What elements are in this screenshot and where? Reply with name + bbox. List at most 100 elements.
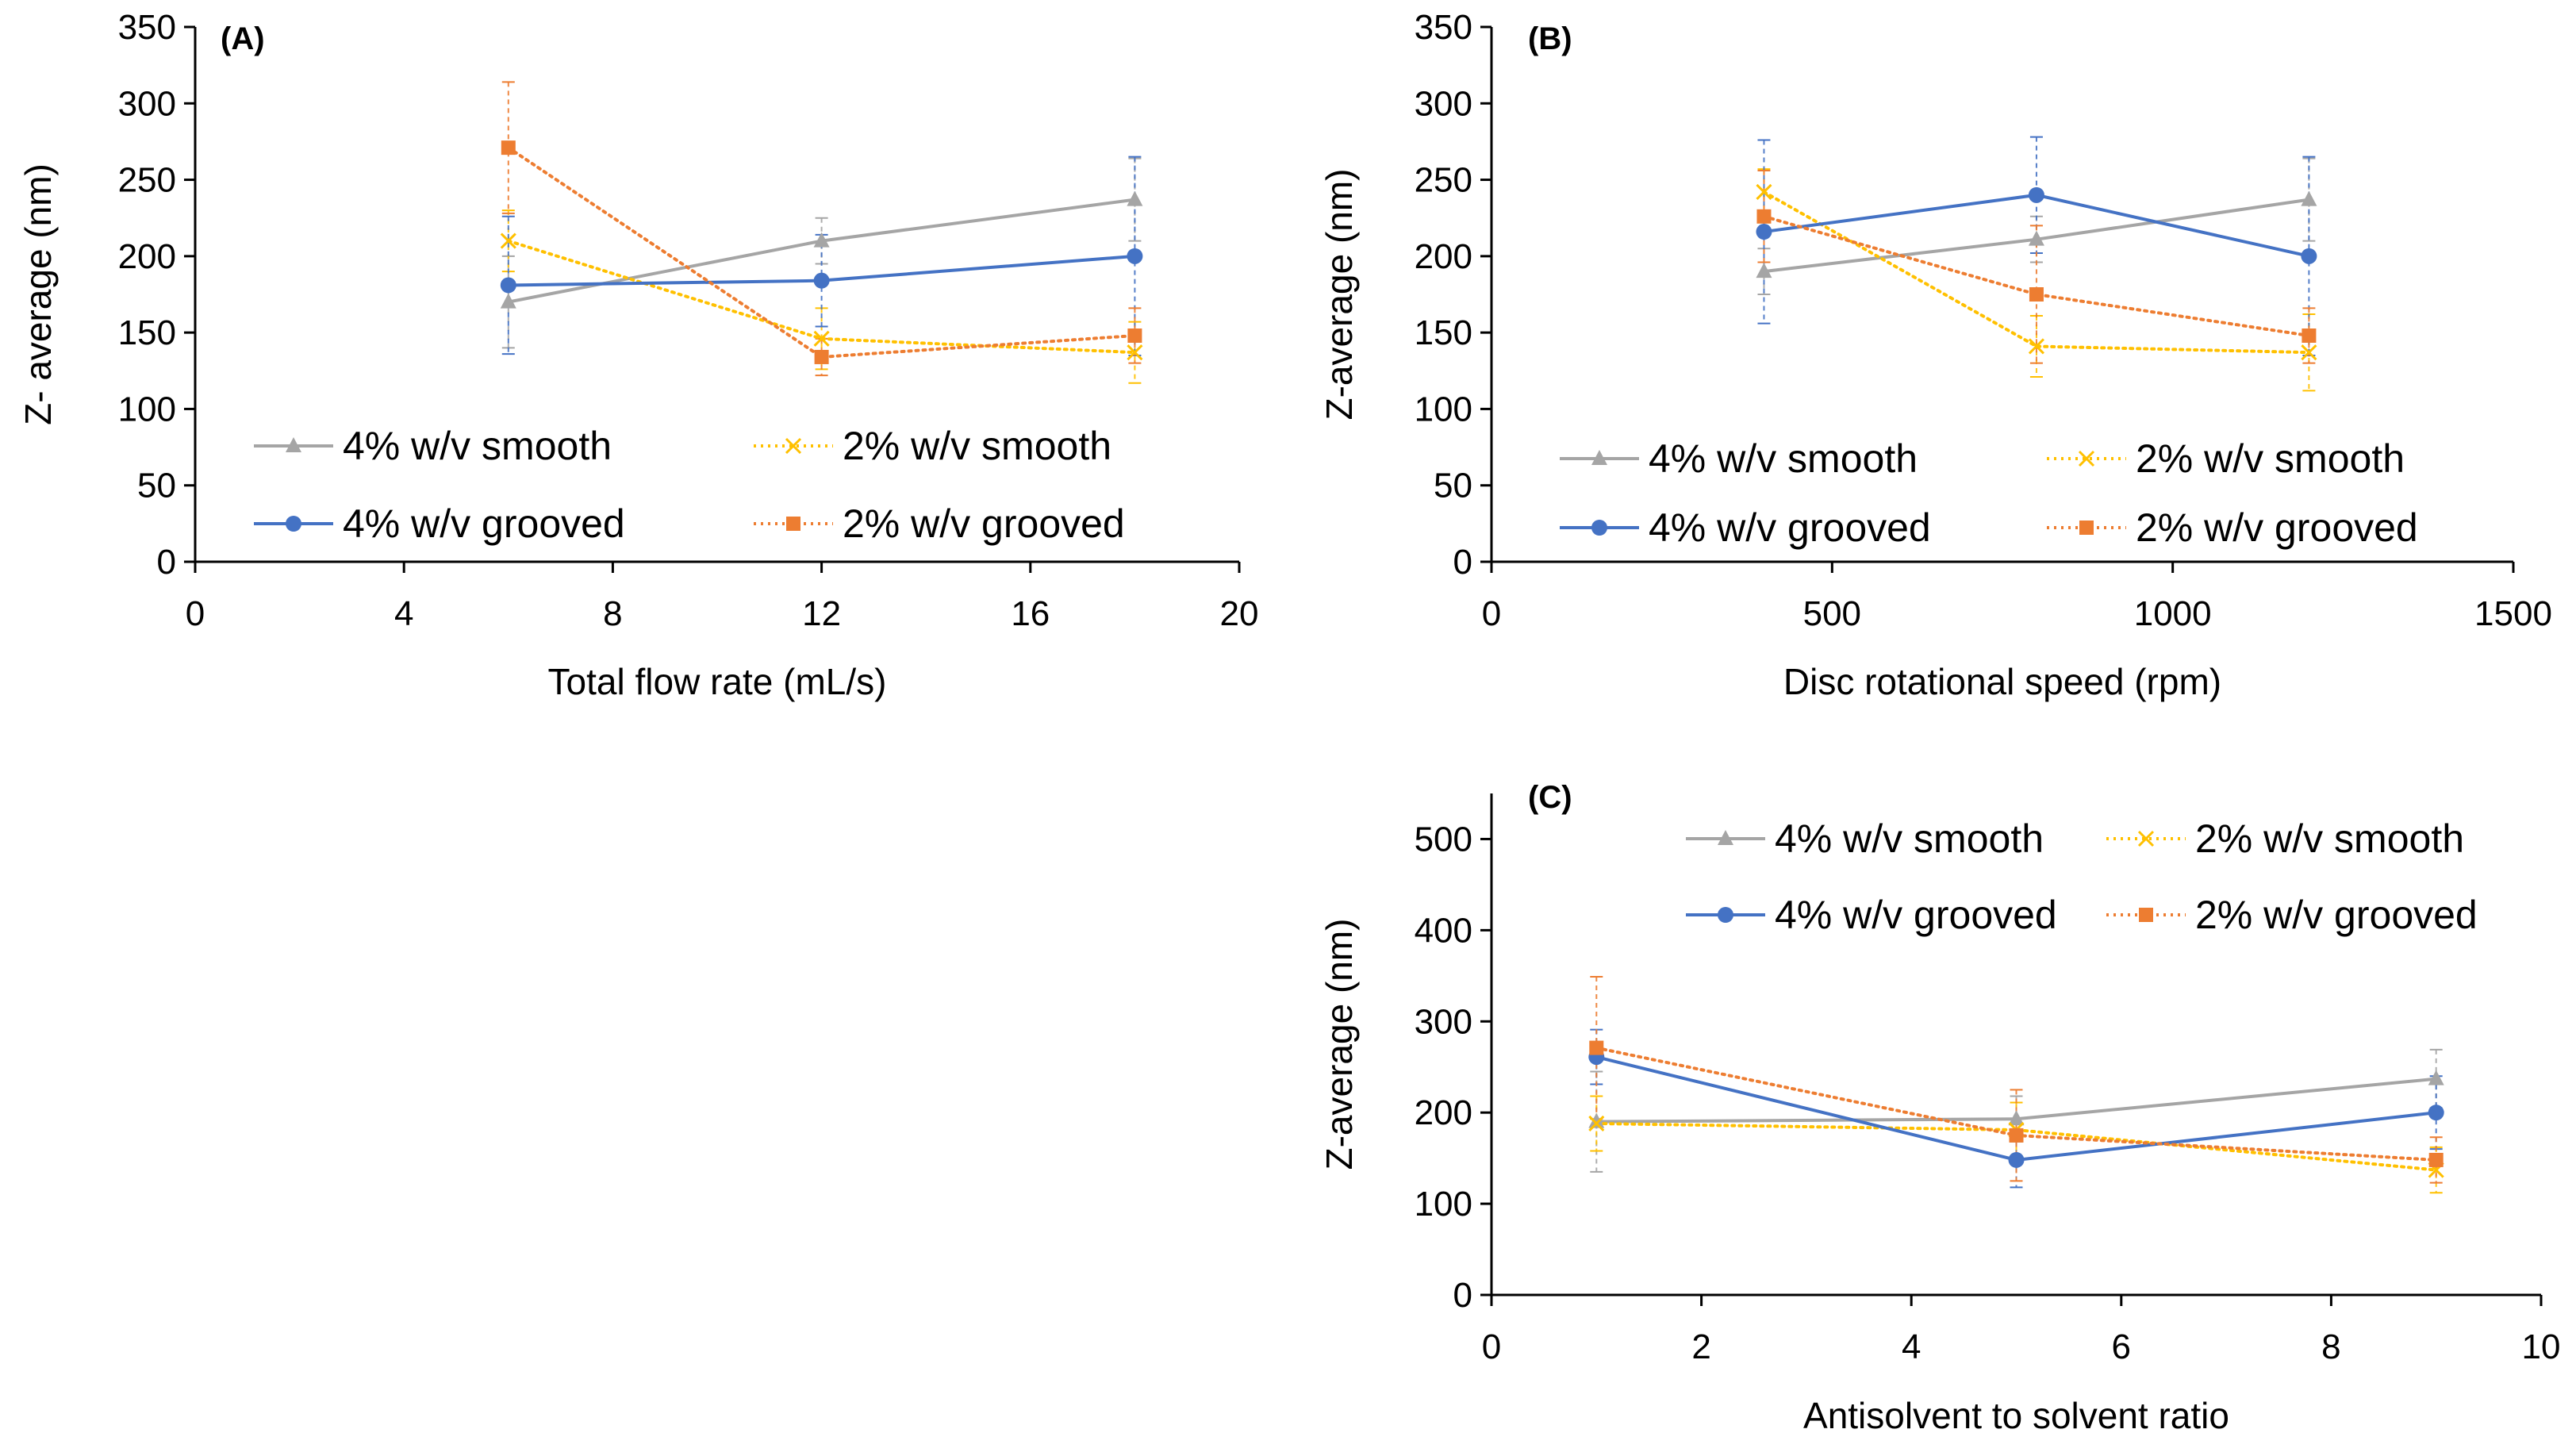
y-tick-label: 150 <box>118 313 176 352</box>
y-tick-label: 50 <box>1434 467 1472 505</box>
legend-entry: 2% w/v smooth <box>754 424 1111 468</box>
panel-label: (B) <box>1528 21 1572 56</box>
legend-entry: 2% w/v smooth <box>2047 436 2405 481</box>
panel-label: (A) <box>221 21 265 56</box>
triangle-marker <box>2428 1070 2444 1085</box>
y-tick-label: 200 <box>1415 237 1472 276</box>
square-marker <box>2302 328 2317 343</box>
legend-label: 2% w/v grooved <box>2195 893 2478 937</box>
x-tick-label: 16 <box>1011 594 1050 633</box>
y-tick-label: 300 <box>118 84 176 123</box>
triangle-marker <box>286 437 301 452</box>
square-marker <box>2428 1152 2444 1167</box>
triangle-marker <box>1127 190 1143 206</box>
legend-entry: 2% w/v smooth <box>2106 816 2464 861</box>
square-marker <box>501 140 516 156</box>
square-marker <box>2079 521 2094 535</box>
circle-marker <box>813 272 830 289</box>
y-tick-label: 50 <box>137 467 176 505</box>
y-tick-label: 250 <box>118 161 176 200</box>
chart-panel-2: 0 100 200 300 400 500 0 2 4 6 8 10 Antisolvent to so… <box>1319 780 2560 1436</box>
legend-label: 2% w/v smooth <box>2136 436 2405 481</box>
square-marker <box>786 517 800 531</box>
y-axis-title: Z- average (nm) <box>17 163 59 425</box>
y-tick-label: 0 <box>157 543 176 582</box>
legend-label: 4% w/v smooth <box>1775 816 2044 861</box>
y-axis-title: Z-average (nm) <box>1319 169 1360 421</box>
circle-marker <box>1756 224 1772 240</box>
x-marker <box>1127 344 1143 361</box>
square-marker <box>2139 908 2153 922</box>
x-tick-label: 1500 <box>2474 594 2552 633</box>
x-tick-label: 20 <box>1220 594 1259 633</box>
x-marker <box>2078 450 2095 467</box>
x-tick-label: 8 <box>603 594 622 633</box>
x-axis-title: Total flow rate (mL/s) <box>548 661 887 702</box>
y-tick-label: 0 <box>1453 543 1472 582</box>
series-line <box>1762 214 2311 337</box>
panel-label: (C) <box>1528 780 1572 815</box>
y-tick-label: 100 <box>1415 390 1472 428</box>
y-tick-label: 100 <box>118 390 176 428</box>
triangle-marker <box>2008 1110 2025 1126</box>
legend-label: 4% w/v smooth <box>343 424 612 468</box>
x-marker <box>1588 1115 1605 1132</box>
y-tick-label: 200 <box>1415 1093 1472 1132</box>
triangle-marker <box>813 232 830 248</box>
square-marker <box>2029 287 2044 302</box>
circle-marker <box>1127 248 1143 264</box>
legend-label: 2% w/v grooved <box>843 501 1125 546</box>
x-tick-label: 8 <box>2321 1327 2340 1366</box>
circle-marker <box>1591 520 1607 536</box>
y-tick-label: 200 <box>118 237 176 276</box>
triangle-marker <box>2028 230 2044 246</box>
x-marker <box>785 437 802 455</box>
legend-label: 2% w/v smooth <box>843 424 1111 468</box>
circle-marker <box>500 277 516 294</box>
x-tick-label: 0 <box>186 594 205 633</box>
x-tick-label: 500 <box>1803 594 1861 633</box>
legend-entry: 4% w/v grooved <box>1686 893 2057 937</box>
y-tick-label: 250 <box>1415 161 1472 200</box>
x-marker <box>1756 183 1772 201</box>
triangle-marker <box>500 293 516 309</box>
x-tick-label: 12 <box>802 594 841 633</box>
circle-marker <box>2301 248 2317 264</box>
triangle-marker <box>1756 263 1772 279</box>
y-tick-label: 350 <box>1415 8 1472 47</box>
y-tick-label: 150 <box>1415 313 1472 352</box>
legend-label: 4% w/v grooved <box>343 501 625 546</box>
circle-marker <box>2428 1104 2444 1121</box>
y-tick-label: 300 <box>1415 1002 1472 1041</box>
legend-entry: 2% w/v grooved <box>754 501 1125 546</box>
triangle-marker <box>1718 830 1733 845</box>
legend-label: 4% w/v grooved <box>1775 893 2057 937</box>
y-tick-label: 500 <box>1415 820 1472 859</box>
legend-label: 4% w/v smooth <box>1649 436 1918 481</box>
chart-panel-0: 0 50 100 150 200 250 300 350 0 4 8 12 16 20 Total flow… <box>17 8 1258 702</box>
triangle-marker <box>1591 450 1607 465</box>
x-tick-label: 1000 <box>2134 594 2212 633</box>
x-tick-label: 0 <box>1482 594 1501 633</box>
y-axis-title: Z-average (nm) <box>1319 919 1360 1170</box>
legend-label: 2% w/v grooved <box>2136 505 2418 550</box>
y-tick-label: 300 <box>1415 84 1472 123</box>
x-marker <box>500 232 516 249</box>
circle-marker <box>2008 1151 2025 1168</box>
x-tick-label: 6 <box>2112 1327 2131 1366</box>
square-marker <box>1756 209 1772 224</box>
legend-entry: 2% w/v grooved <box>2106 893 2478 937</box>
legend-entry: 4% w/v smooth <box>1686 816 2044 861</box>
legend-entry: 4% w/v smooth <box>1560 436 1918 481</box>
legend-entry: 4% w/v smooth <box>254 424 612 468</box>
x-marker <box>2137 830 2155 847</box>
circle-marker <box>286 516 301 532</box>
x-tick-label: 10 <box>2522 1327 2561 1366</box>
x-marker <box>2301 344 2317 361</box>
x-axis-title: Disc rotational speed (rpm) <box>1783 661 2221 702</box>
square-marker <box>2009 1128 2024 1143</box>
legend-entry: 4% w/v grooved <box>254 501 625 546</box>
triangle-marker <box>2301 190 2317 206</box>
legend-label: 4% w/v grooved <box>1649 505 1931 550</box>
x-tick-label: 4 <box>1902 1327 1921 1366</box>
